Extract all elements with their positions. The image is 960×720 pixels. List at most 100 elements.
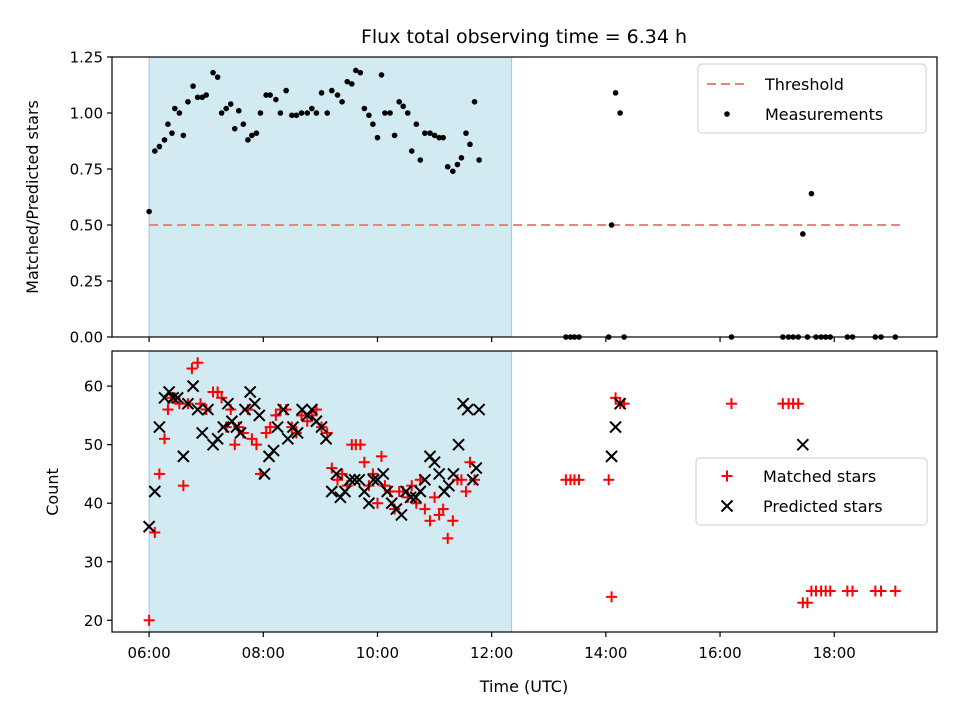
measurement-point xyxy=(808,190,815,197)
bottom-panel: 20 30 40 50 60 06:00 08:00 10:00 12:00 14:00 16:0… xyxy=(43,350,938,696)
x-tick-label: 16:00 xyxy=(698,644,741,662)
predicted-point xyxy=(177,450,190,463)
y-tick-label: 0.50 xyxy=(70,217,103,235)
predicted-point xyxy=(243,385,257,399)
matched-point xyxy=(162,404,174,416)
measurement-point xyxy=(146,208,152,215)
y-tick-label: 50 xyxy=(84,436,103,454)
predicted-point xyxy=(470,461,483,475)
matched-point xyxy=(186,363,198,375)
matched-point xyxy=(250,439,262,451)
measurement-point xyxy=(318,90,325,96)
measurement-point xyxy=(293,112,300,119)
measurement-point xyxy=(348,81,355,87)
measurement-point xyxy=(458,155,465,161)
predicted-point xyxy=(338,485,352,498)
predicted-point xyxy=(404,491,417,504)
predicted-point xyxy=(418,473,432,486)
bottom-y-label: Count xyxy=(43,468,62,516)
predicted-point xyxy=(148,485,162,498)
measurement-point xyxy=(378,72,385,78)
matched-point xyxy=(296,409,308,421)
predicted-point xyxy=(162,385,176,399)
y-tick-label: 0.00 xyxy=(70,329,103,347)
x-tick-label: 06:00 xyxy=(127,644,170,662)
predicted-point xyxy=(330,467,343,481)
matched-point xyxy=(229,439,241,451)
legend-predicted-label: Predicted stars xyxy=(763,497,883,516)
measurement-point xyxy=(324,110,331,116)
top-shaded-span xyxy=(148,56,513,338)
top-points xyxy=(146,67,899,340)
measurement-point xyxy=(617,110,623,116)
matched-point xyxy=(801,597,813,609)
measurement-point xyxy=(391,132,398,139)
measurement-point xyxy=(413,121,420,127)
measurement-point xyxy=(273,96,279,103)
matched-point xyxy=(212,386,224,398)
measurement-point xyxy=(156,143,163,150)
measurement-point xyxy=(408,148,415,154)
predicted-point xyxy=(234,426,247,440)
matched-point xyxy=(200,404,212,416)
y-tick-label: 1.00 xyxy=(70,105,103,123)
matched-point xyxy=(824,585,836,597)
predicted-point xyxy=(253,409,266,422)
matched-point xyxy=(464,456,476,468)
measurement-point xyxy=(476,157,482,163)
predicted-point xyxy=(230,420,243,434)
predicted-point xyxy=(267,444,280,457)
measurement-point xyxy=(304,110,311,116)
measurement-point xyxy=(298,110,305,116)
measurement-point xyxy=(245,137,251,143)
measurement-point xyxy=(471,99,478,105)
legend-matched-swatch xyxy=(721,470,733,482)
matched-point xyxy=(725,398,737,410)
predicted-point xyxy=(277,403,290,416)
matched-point xyxy=(371,497,383,509)
measurement-point xyxy=(190,83,196,89)
predicted-point xyxy=(472,403,486,416)
measurement-point xyxy=(382,110,388,116)
top-legend-box xyxy=(697,63,927,134)
predicted-point xyxy=(452,438,465,451)
predicted-point xyxy=(221,397,235,410)
predicted-point xyxy=(238,403,252,416)
measurement-point xyxy=(357,69,364,76)
measurement-point xyxy=(227,101,234,107)
top-legend: Threshold Measurements xyxy=(697,63,927,134)
measurement-point xyxy=(277,110,284,116)
measurement-point xyxy=(374,134,381,141)
measurement-point xyxy=(194,94,201,101)
matched-point xyxy=(433,509,445,521)
bottom-legend-box xyxy=(695,457,928,526)
y-tick-label: 40 xyxy=(84,495,103,513)
legend-measurements-label: Measurements xyxy=(765,105,883,124)
x-axis-label: Time (UTC) xyxy=(479,677,568,696)
matched-point xyxy=(419,503,431,515)
measurement-point xyxy=(427,130,433,136)
y-tick-label: 0.75 xyxy=(70,161,103,179)
predicted-point xyxy=(414,485,427,498)
predicted-point xyxy=(325,485,339,498)
y-tick-label: 60 xyxy=(84,378,103,396)
measurement-point xyxy=(152,148,158,154)
measurement-point xyxy=(263,92,269,98)
x-tick-label: 12:00 xyxy=(470,644,513,662)
matched-point xyxy=(875,585,887,597)
measurement-point xyxy=(253,130,260,136)
predicted-point xyxy=(181,397,195,410)
predicted-point xyxy=(348,473,361,486)
chart-title: Flux total observing time = 6.34 h xyxy=(361,26,687,48)
measurement-point xyxy=(313,110,320,116)
matched-point xyxy=(159,433,171,445)
top-x-ticks xyxy=(148,337,835,342)
predicted-point xyxy=(291,426,304,440)
predicted-point xyxy=(191,403,204,416)
matched-point xyxy=(301,415,313,427)
predicted-point xyxy=(609,420,622,434)
measurement-point xyxy=(400,103,406,110)
measurement-point xyxy=(344,78,351,85)
measurement-point xyxy=(339,99,345,105)
